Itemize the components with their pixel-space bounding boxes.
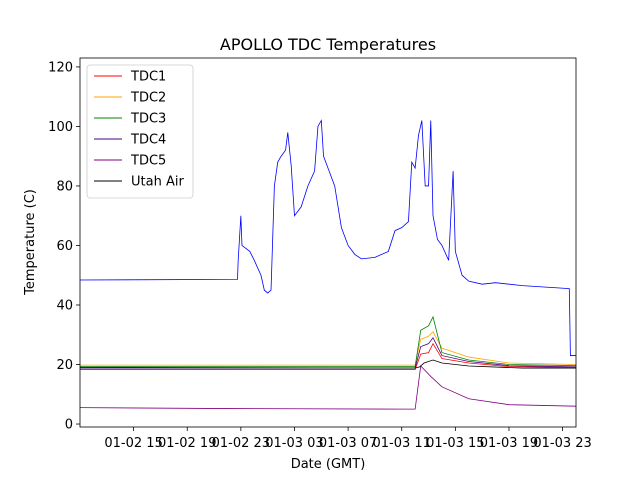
y-tick-label: 100 (48, 120, 73, 135)
legend-label: TDC1 (130, 70, 166, 85)
x-axis-label: Date (GMT) (291, 457, 366, 472)
x-tick-label: 01-02 23 (212, 436, 270, 451)
y-tick-label: 20 (56, 358, 73, 373)
x-tick-label: 01-03 03 (265, 436, 323, 451)
x-tick-label: 01-03 23 (533, 436, 591, 451)
legend-label: TDC2 (130, 91, 166, 106)
series-line-tdc1 (80, 342, 576, 370)
legend-label: Utah Air (131, 175, 184, 190)
y-tick-label: 0 (65, 418, 73, 433)
x-tick-label: 01-03 11 (373, 436, 431, 451)
series-line-tdc3 (80, 315, 576, 367)
x-tick-label: 01-02 15 (104, 436, 162, 451)
y-tick-label: 60 (56, 239, 73, 254)
x-tick-label: 01-03 15 (426, 436, 484, 451)
series-line-tdc4 (80, 336, 576, 369)
y-tick-label: 40 (56, 298, 73, 313)
legend: TDC1 TDC2 TDC3 TDC4 TDC5 Utah Air (86, 64, 194, 199)
legend-box (86, 64, 194, 199)
series-line-tdc2 (80, 331, 576, 366)
plot-frame (79, 57, 577, 428)
x-tick-label: 01-03 19 (480, 436, 538, 451)
chart-title: APOLLO TDC Temperatures (220, 35, 436, 54)
plot-area (80, 119, 576, 410)
legend-label: TDC3 (130, 112, 166, 127)
x-tick-label: 01-02 19 (158, 436, 216, 451)
series-line-blue (80, 119, 576, 356)
legend-label: TDC4 (130, 133, 166, 148)
series-line-tdc5 (80, 365, 576, 410)
y-tick-label: 120 (48, 60, 73, 75)
series-line-utah-air (80, 359, 576, 369)
y-tick-label: 80 (56, 179, 73, 194)
y-axis: 0 20 40 60 80 100 120 (48, 60, 80, 433)
y-axis-label: Temperature (C) (23, 189, 38, 296)
legend-label: TDC5 (130, 154, 166, 169)
x-tick-label: 01-03 07 (319, 436, 377, 451)
